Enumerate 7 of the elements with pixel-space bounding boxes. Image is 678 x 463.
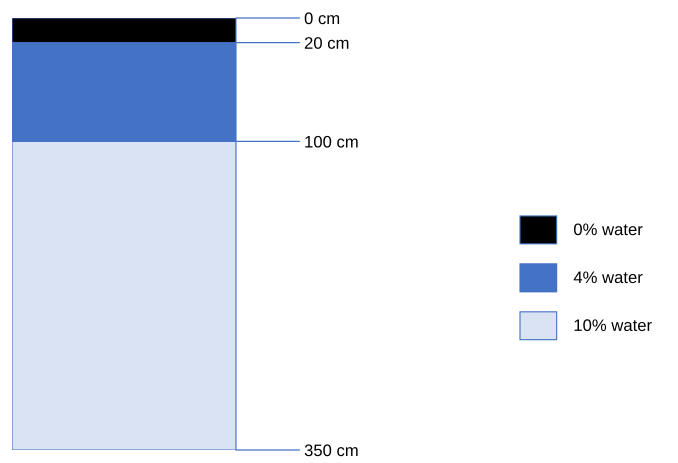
legend-label: 10% water bbox=[574, 319, 652, 332]
legend-label: 4% water bbox=[574, 271, 643, 284]
y-tick-label: 350 cm bbox=[304, 444, 358, 456]
legend-label: 0% water bbox=[574, 223, 643, 236]
y-tick-label: 0 cm bbox=[304, 12, 340, 24]
y-tick-label: 100 cm bbox=[305, 136, 358, 148]
y-tick-label: 20 cm bbox=[304, 37, 348, 49]
